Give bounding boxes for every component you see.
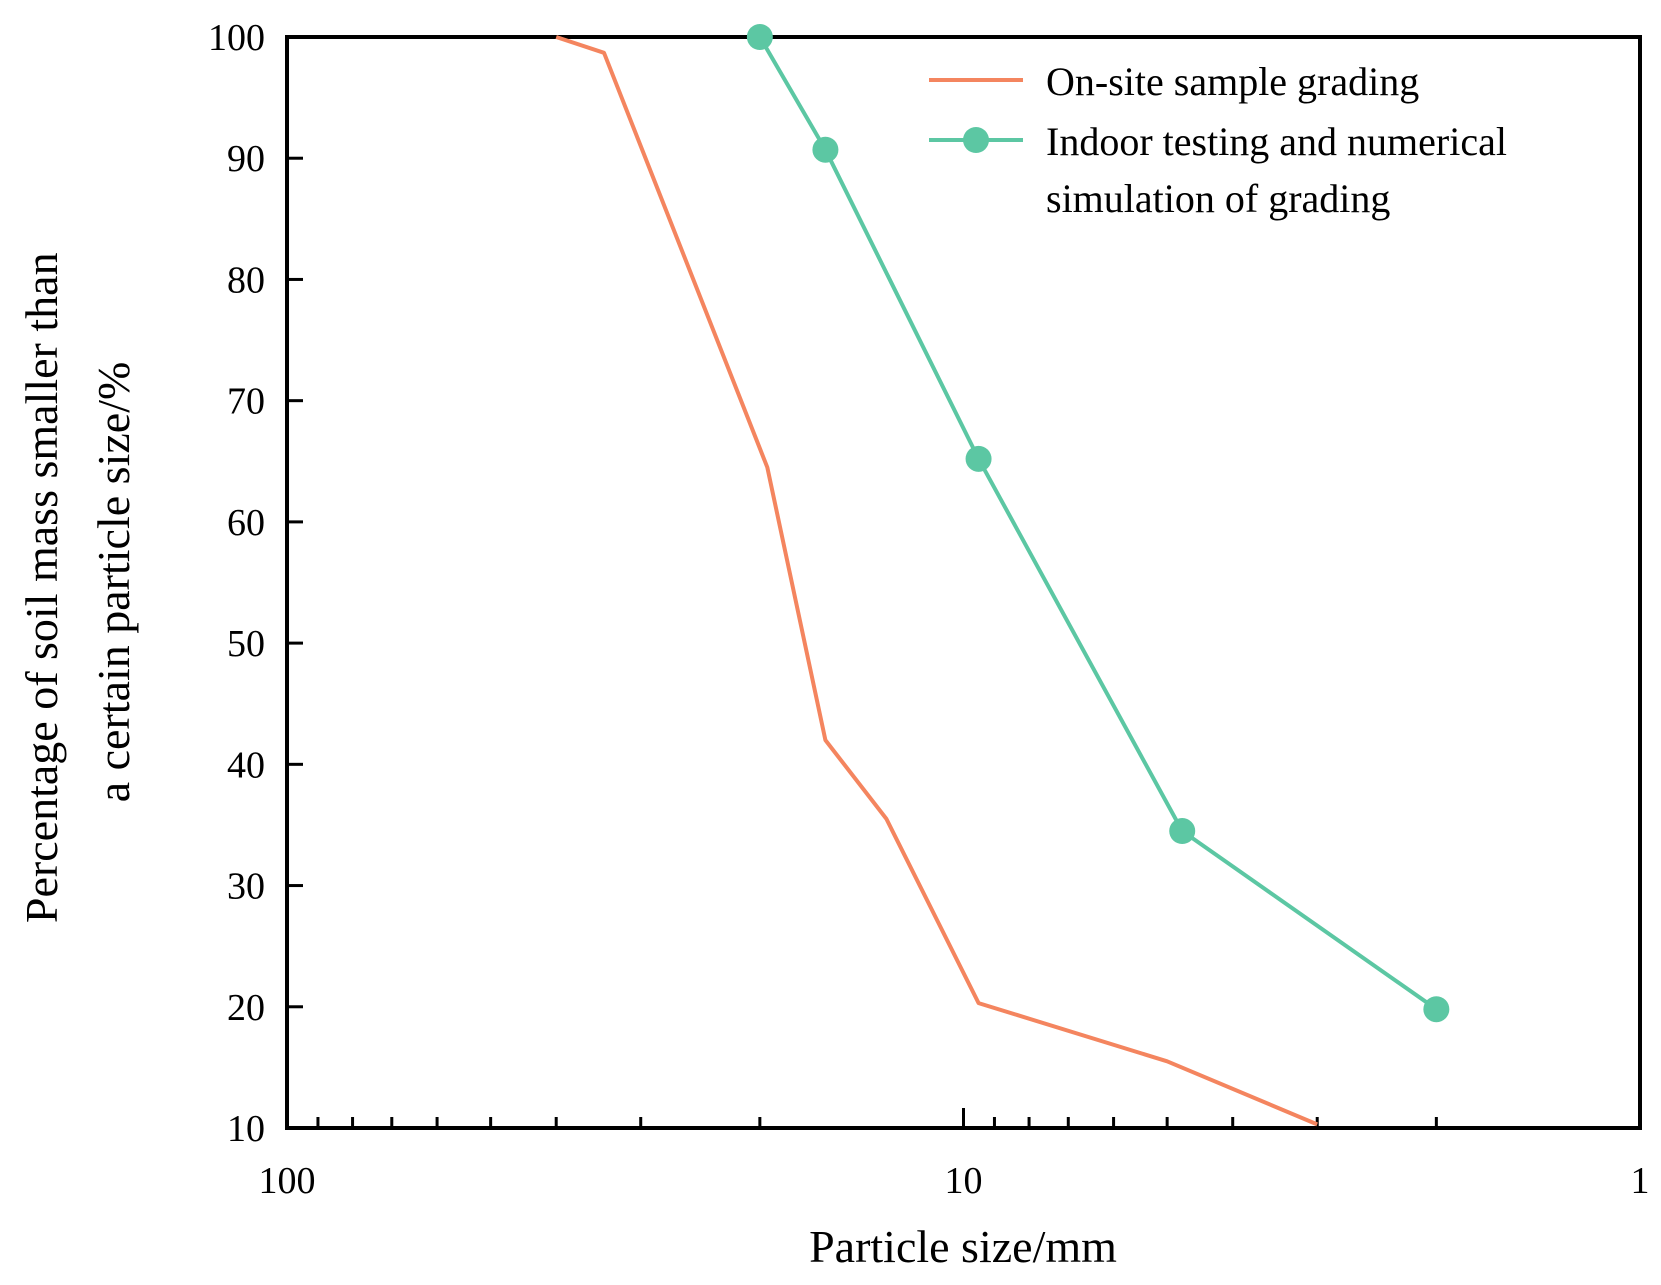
y-axis-title-line-2: a certain particle size/% [88, 362, 139, 803]
indoor-series-point [1169, 818, 1196, 845]
y-axis-title-line-1: Percentage of soil mass smaller than [16, 252, 67, 923]
y-tick-label: 30 [227, 866, 265, 908]
x-tick-label: 100 [259, 1160, 316, 1202]
y-tick-label: 60 [227, 502, 265, 544]
y-tick-label: 10 [227, 1108, 265, 1150]
x-tick-label: 10 [945, 1160, 983, 1202]
x-axis-title: Particle size/mm [809, 1221, 1117, 1272]
series-layer [555, 24, 1450, 1127]
indoor-series-point [746, 24, 773, 50]
y-tick-label: 50 [227, 623, 265, 665]
indoor-series-point [1423, 996, 1450, 1023]
legend-label-indoor-line-2: simulation of grading [1046, 176, 1390, 221]
y-tick-label: 20 [227, 987, 265, 1029]
y-tick-label: 40 [227, 744, 265, 786]
y-tick-label: 80 [227, 259, 265, 301]
x-tick-label: 1 [1631, 1160, 1650, 1202]
legend-label-indoor: Indoor testing and numerical simulation … [1046, 119, 1517, 221]
onsite-series-line [555, 35, 1318, 1127]
y-axis-title: Percentage of soil mass smaller than a c… [16, 241, 139, 923]
legend: On-site sample grading Indoor testing an… [929, 59, 1517, 221]
y-tick-label: 100 [208, 17, 265, 59]
indoor-series-point [965, 445, 992, 472]
indoor-series-point [812, 136, 839, 163]
y-tick-label: 90 [227, 138, 265, 180]
legend-label-onsite: On-site sample grading [1046, 59, 1419, 104]
y-tick-label: 70 [227, 381, 265, 423]
legend-label-indoor-line-1: Indoor testing and numerical [1046, 119, 1507, 164]
legend-marker-indoor [963, 127, 989, 153]
major-ticks: 100 90 80 70 60 50 40 30 20 10 100 10 1 [208, 17, 1650, 1202]
plot-frame [285, 35, 1642, 1130]
minor-ticks [316, 1117, 1438, 1128]
